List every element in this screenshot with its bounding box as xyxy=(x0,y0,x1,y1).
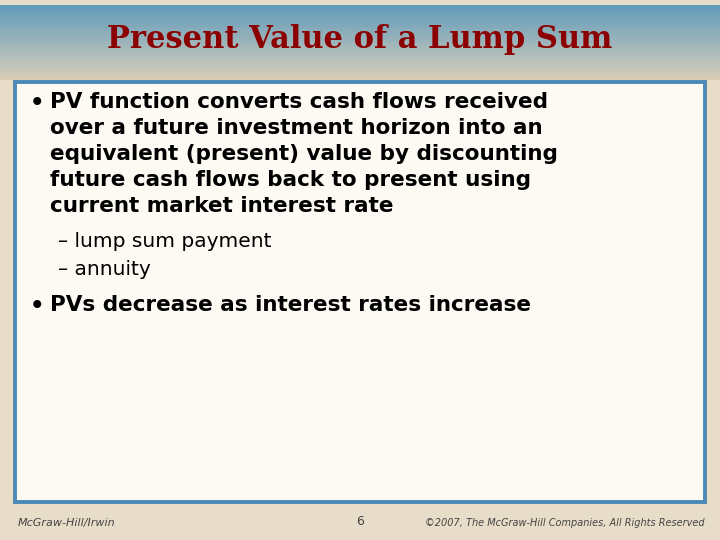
Bar xyxy=(0,22,720,23)
Bar xyxy=(0,57,720,58)
Bar xyxy=(0,38,720,39)
Bar xyxy=(0,59,720,60)
Bar xyxy=(0,22,720,24)
Bar xyxy=(0,42,720,43)
Bar xyxy=(0,28,720,29)
Bar xyxy=(0,75,720,76)
Text: Present Value of a Lump Sum: Present Value of a Lump Sum xyxy=(107,24,613,55)
Bar xyxy=(0,31,720,32)
Bar xyxy=(0,55,720,57)
Bar xyxy=(0,11,720,12)
Bar xyxy=(0,72,720,73)
Bar xyxy=(0,25,720,26)
FancyBboxPatch shape xyxy=(15,82,705,502)
Bar xyxy=(0,60,720,62)
Bar xyxy=(0,32,720,33)
Bar xyxy=(0,62,720,63)
Bar xyxy=(0,46,720,47)
Bar xyxy=(0,16,720,17)
Bar xyxy=(0,44,720,45)
Bar xyxy=(0,8,720,10)
Bar xyxy=(0,8,720,9)
Bar xyxy=(0,19,720,21)
Bar xyxy=(0,39,720,40)
Text: •: • xyxy=(30,92,45,115)
Bar xyxy=(0,68,720,70)
Bar xyxy=(0,27,720,29)
Bar xyxy=(0,46,720,48)
Bar xyxy=(0,74,720,75)
Text: future cash flows back to present using: future cash flows back to present using xyxy=(50,170,531,190)
Bar xyxy=(0,73,720,75)
Bar xyxy=(0,10,720,11)
Bar xyxy=(0,40,720,42)
Bar xyxy=(0,77,720,78)
Bar xyxy=(0,4,720,6)
Text: over a future investment horizon into an: over a future investment horizon into an xyxy=(50,118,543,138)
Bar xyxy=(0,18,720,20)
Bar xyxy=(0,41,720,43)
Bar xyxy=(0,52,720,54)
Bar xyxy=(0,21,720,22)
Text: •: • xyxy=(30,295,45,318)
Bar xyxy=(0,36,720,38)
Bar xyxy=(0,60,720,61)
Bar xyxy=(0,15,720,16)
Text: 6: 6 xyxy=(356,515,364,528)
Bar xyxy=(0,24,720,25)
Bar xyxy=(0,12,720,14)
Bar xyxy=(0,76,720,77)
Text: PV function converts cash flows received: PV function converts cash flows received xyxy=(50,92,548,112)
Bar xyxy=(0,13,720,15)
Bar xyxy=(0,36,720,37)
Bar xyxy=(0,53,720,55)
Bar xyxy=(0,51,720,53)
Bar xyxy=(0,78,720,79)
Bar xyxy=(0,50,720,51)
Bar xyxy=(0,30,720,31)
Bar xyxy=(0,78,720,80)
Bar xyxy=(0,14,720,15)
Bar xyxy=(0,50,720,52)
Bar xyxy=(0,29,720,30)
Bar xyxy=(0,70,720,72)
Bar xyxy=(0,48,720,49)
Bar xyxy=(0,54,720,56)
Bar xyxy=(0,17,720,18)
Text: current market interest rate: current market interest rate xyxy=(50,196,394,216)
Bar xyxy=(0,56,720,57)
Text: – lump sum payment: – lump sum payment xyxy=(58,232,271,251)
Bar xyxy=(0,9,720,11)
Text: PVs decrease as interest rates increase: PVs decrease as interest rates increase xyxy=(50,295,531,315)
Bar xyxy=(0,18,720,19)
Bar xyxy=(0,32,720,34)
Bar xyxy=(0,33,720,35)
Text: McGraw-Hill/Irwin: McGraw-Hill/Irwin xyxy=(18,518,116,528)
Bar xyxy=(0,66,720,68)
Bar xyxy=(0,71,720,72)
Bar xyxy=(0,6,720,8)
Bar xyxy=(0,58,720,59)
Bar xyxy=(0,37,720,39)
Bar xyxy=(0,65,720,67)
Bar xyxy=(0,69,720,71)
Bar xyxy=(0,43,720,44)
Bar xyxy=(0,49,720,50)
Bar xyxy=(0,64,720,65)
Bar xyxy=(0,64,720,66)
Bar xyxy=(0,23,720,25)
Bar xyxy=(0,35,720,36)
Text: equivalent (present) value by discounting: equivalent (present) value by discountin… xyxy=(50,144,558,164)
Text: – annuity: – annuity xyxy=(58,260,150,279)
Bar xyxy=(0,63,720,64)
Bar xyxy=(0,45,720,46)
Bar xyxy=(0,68,720,69)
Bar xyxy=(0,5,720,7)
Bar xyxy=(0,26,720,28)
Text: ©2007, The McGraw-Hill Companies, All Rights Reserved: ©2007, The McGraw-Hill Companies, All Ri… xyxy=(426,518,705,528)
